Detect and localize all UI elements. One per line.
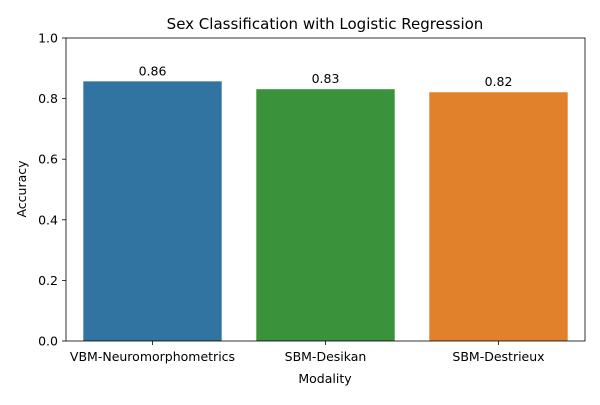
bar-3 (429, 92, 568, 341)
bar-2 (256, 89, 395, 341)
y-tick-label-4: 0.6 (38, 152, 58, 167)
y-tick-label-6: 1.0 (38, 31, 58, 46)
y-axis-label: Accuracy (14, 160, 29, 218)
x-tick-label-3: SBM-Destrieux (452, 349, 544, 364)
y-tick-label-5: 0.8 (38, 91, 58, 106)
chart-title: Sex Classification with Logistic Regress… (167, 15, 484, 33)
x-tick-label-2: SBM-Desikan (285, 349, 367, 364)
y-tick-label-2: 0.2 (38, 273, 58, 288)
y-tick-label-1: 0.0 (38, 334, 58, 349)
bar-1 (83, 81, 222, 341)
x-axis-label: Modality (298, 371, 352, 386)
plot-area: 0.86 VBM-Neuromorphometrics 0.83 SBM-Desika… (38, 31, 586, 364)
axes-frame (65, 37, 586, 342)
bar-value-label-1: 0.86 (139, 63, 167, 78)
x-tick-label-1: VBM-Neuromorphometrics (70, 349, 235, 364)
bar-value-label-3: 0.82 (485, 74, 513, 89)
bar-value-label-2: 0.83 (312, 71, 340, 86)
y-tick-label-3: 0.4 (38, 212, 58, 227)
